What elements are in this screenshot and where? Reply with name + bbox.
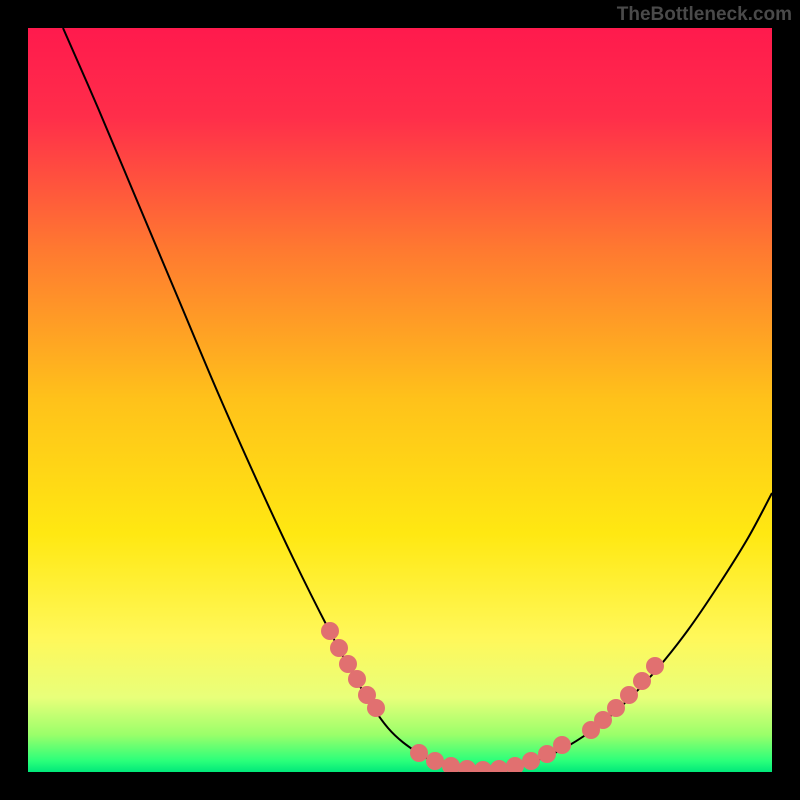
marker-dot: [348, 670, 366, 688]
marker-dot: [442, 757, 460, 772]
marker-dot: [522, 752, 540, 770]
marker-dot: [646, 657, 664, 675]
watermark-text: TheBottleneck.com: [617, 4, 792, 26]
marker-dot: [620, 686, 638, 704]
marker-dot: [633, 672, 651, 690]
marker-dot: [458, 760, 476, 772]
marker-dot: [506, 757, 524, 772]
chart-overlay: [28, 28, 772, 772]
marker-dot: [321, 622, 339, 640]
marker-cluster-bottom: [410, 736, 571, 772]
marker-dot: [538, 745, 556, 763]
marker-dot: [553, 736, 571, 754]
bottleneck-curve: [63, 28, 772, 771]
marker-cluster-left: [321, 622, 385, 717]
marker-cluster-right: [582, 657, 664, 739]
marker-dot: [410, 744, 428, 762]
marker-dot: [490, 760, 508, 772]
marker-dot: [474, 761, 492, 772]
marker-dot: [607, 699, 625, 717]
marker-dot: [367, 699, 385, 717]
plot-area: [28, 28, 772, 772]
marker-dot: [330, 639, 348, 657]
marker-dot: [426, 752, 444, 770]
marker-dot: [339, 655, 357, 673]
